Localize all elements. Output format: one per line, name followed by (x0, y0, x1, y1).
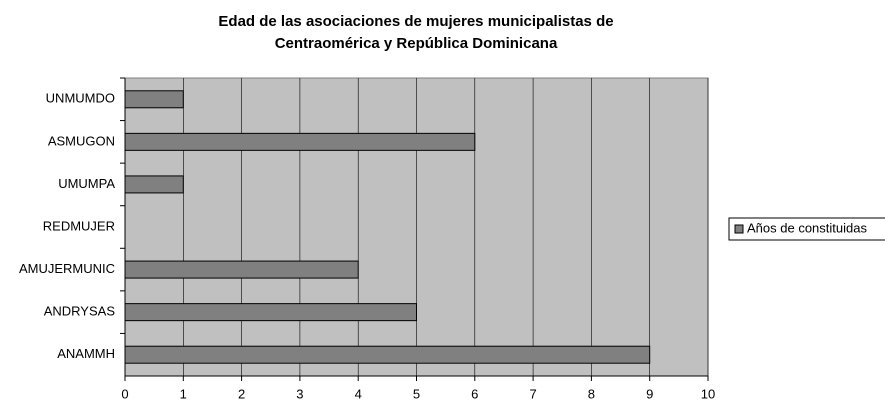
x-tick-label: 6 (471, 386, 478, 401)
x-tick-label: 9 (646, 386, 653, 401)
bar (124, 175, 184, 194)
x-tick-label: 0 (121, 386, 128, 401)
x-tick-label: 3 (296, 386, 303, 401)
bar (124, 303, 417, 322)
x-tick-label: 8 (588, 386, 595, 401)
y-tick-label: UNMUMDO (46, 91, 115, 106)
chart-title: Centraomérica y República Dominicana (275, 35, 558, 52)
legend-box (728, 217, 885, 241)
bar (124, 90, 184, 109)
legend-label: Años de constituidas (747, 220, 867, 235)
x-tick-label: 10 (701, 386, 715, 401)
x-tick-label: 2 (238, 386, 245, 401)
bar (124, 345, 651, 364)
y-tick-label: AMUJERMUNIC (19, 261, 115, 276)
bar (124, 132, 476, 151)
x-tick-label: 5 (413, 386, 420, 401)
x-tick-label: 4 (355, 386, 362, 401)
y-tick-label: ANAMMH (57, 346, 115, 361)
x-tick-label: 7 (529, 386, 536, 401)
y-tick-label: UMUMPA (58, 176, 115, 191)
y-tick-label: REDMUJER (43, 218, 115, 233)
legend-swatch (734, 224, 744, 234)
bar (124, 260, 359, 279)
x-tick-label: 1 (180, 386, 187, 401)
y-tick-label: ANDRYSAS (44, 304, 116, 319)
chart-title: Edad de las asociaciones de mujeres muni… (218, 13, 613, 30)
y-tick-label: ASMUGON (48, 133, 115, 148)
